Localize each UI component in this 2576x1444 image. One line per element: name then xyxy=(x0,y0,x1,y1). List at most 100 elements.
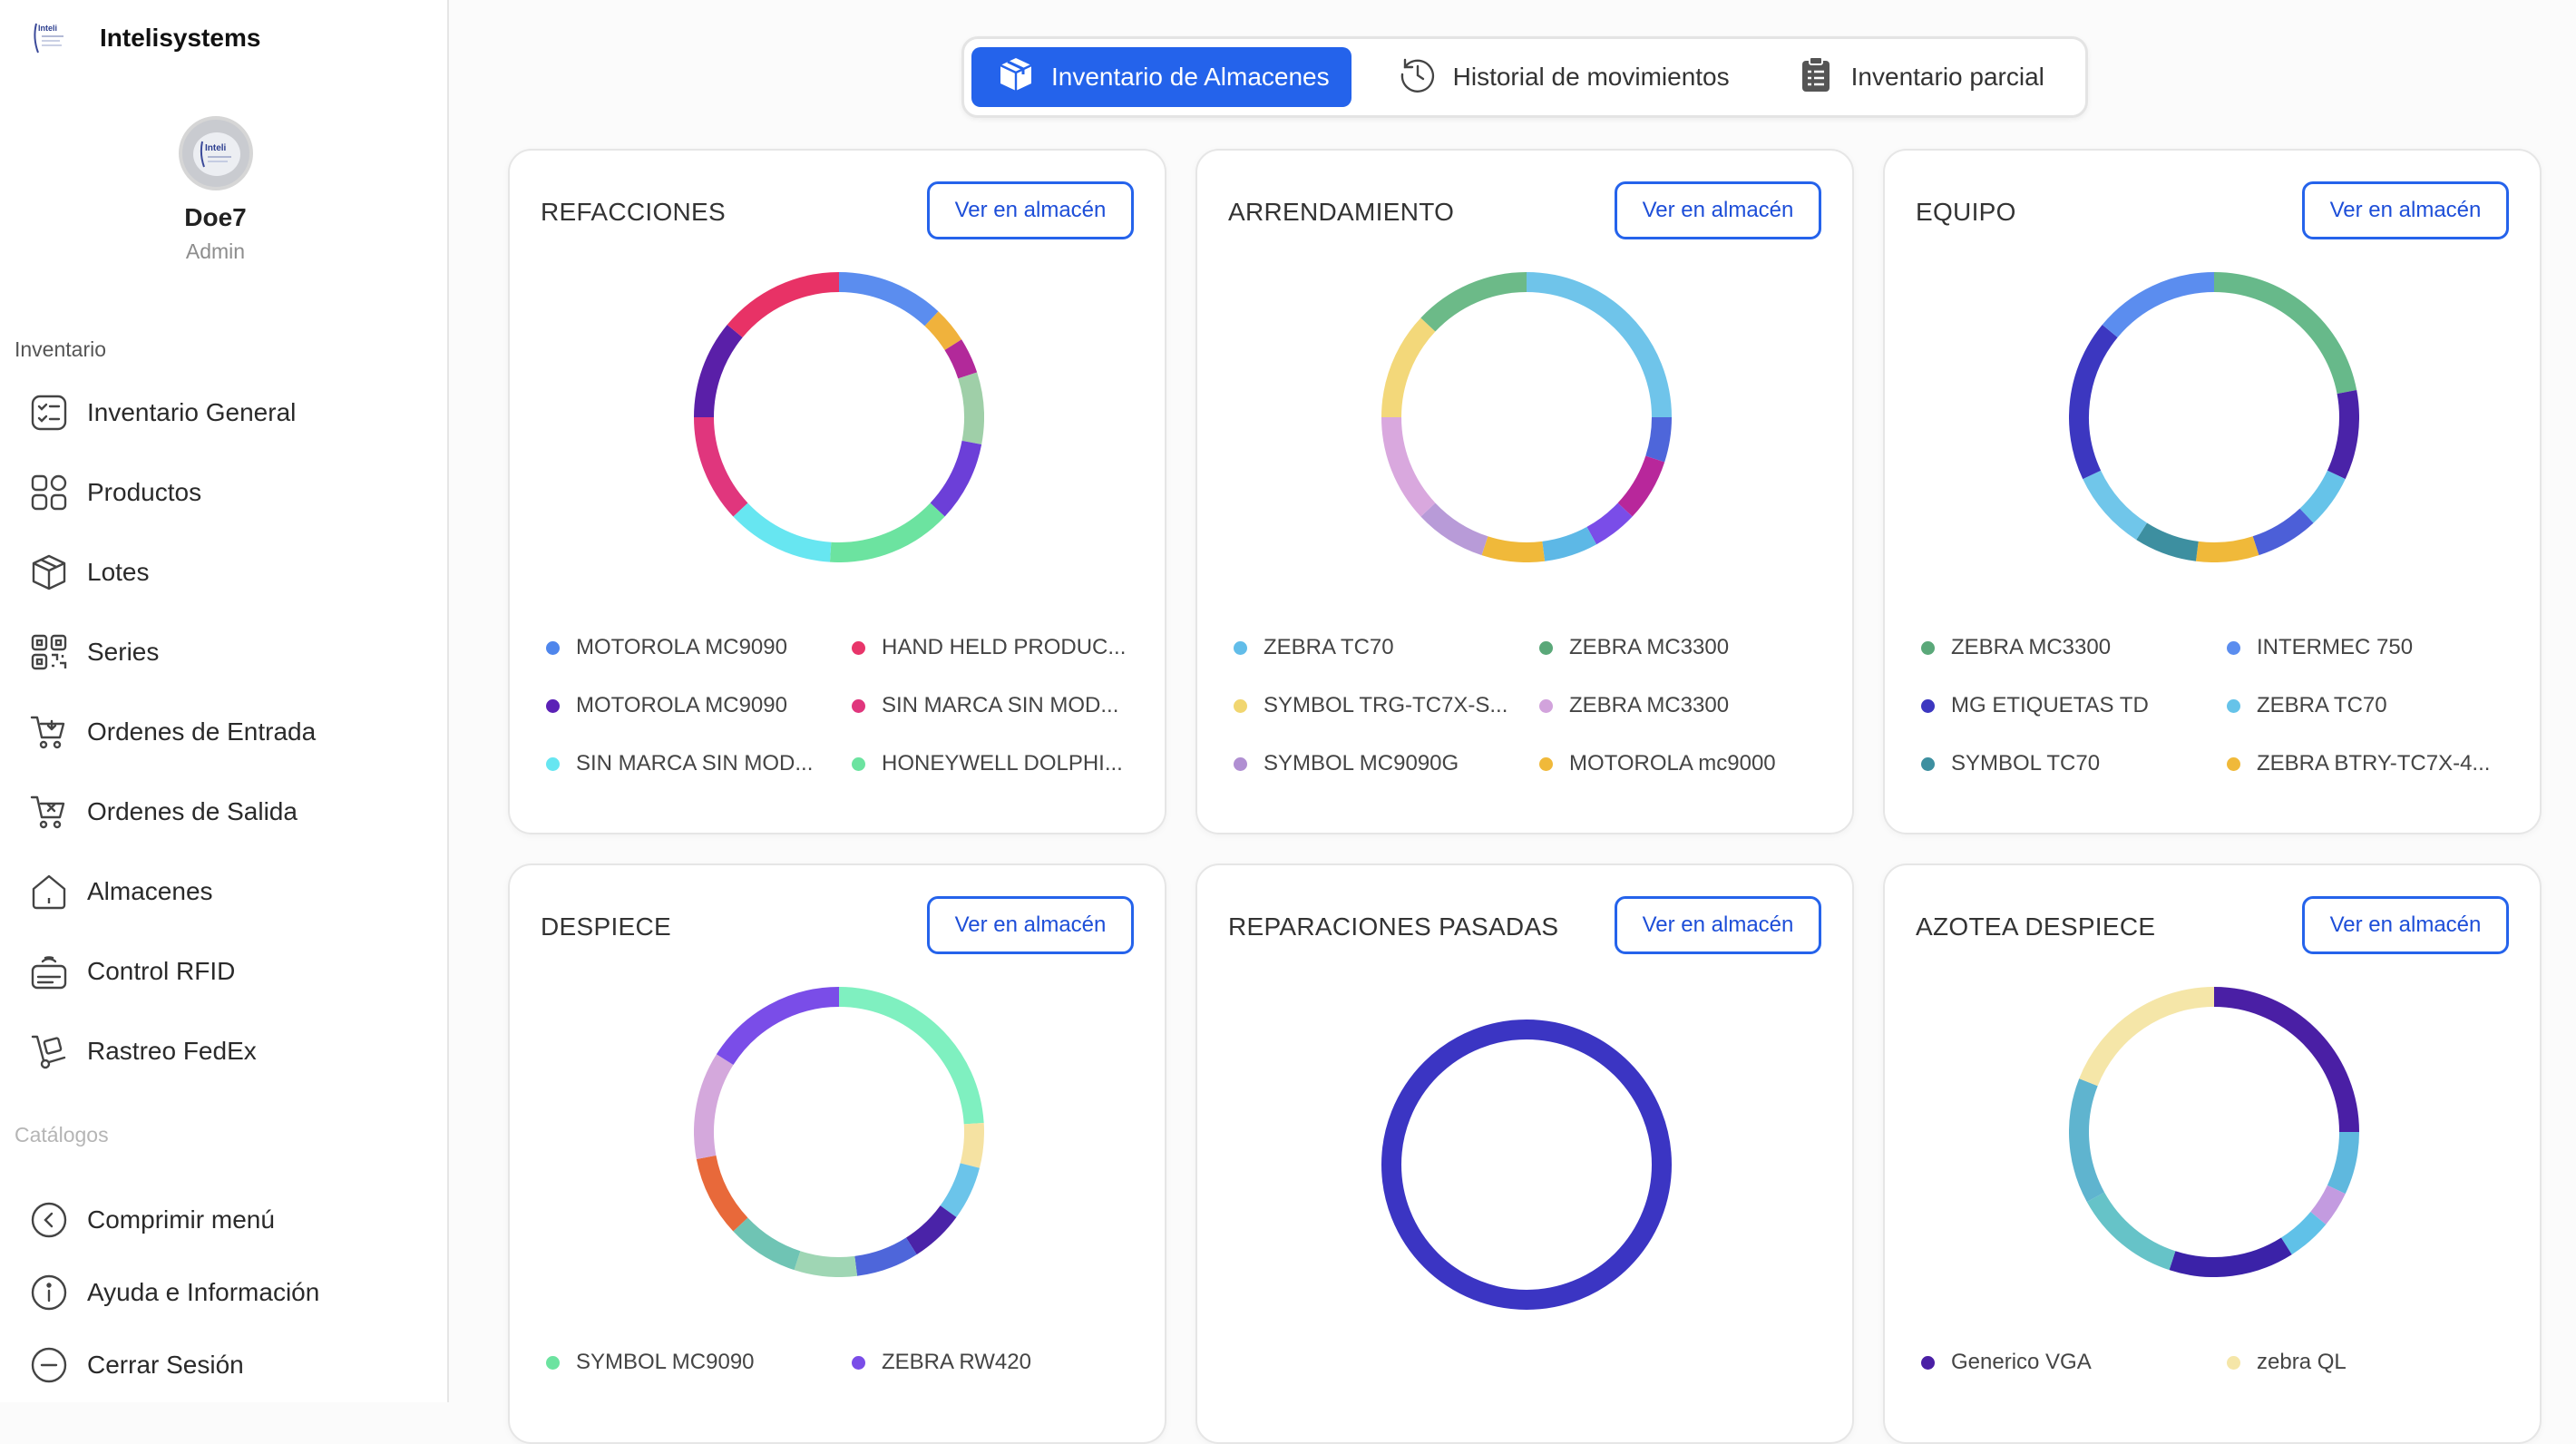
chart-slice xyxy=(960,1122,984,1168)
legend-label: INTERMEC 750 xyxy=(2257,637,2414,659)
view-in-warehouse-button[interactable]: Ver en almacén xyxy=(2302,896,2509,954)
view-in-warehouse-button[interactable]: Ver en almacén xyxy=(927,181,1134,239)
legend-label: ZEBRA MC3300 xyxy=(1951,637,2112,659)
legend-dot-icon xyxy=(546,698,560,713)
logout-button[interactable]: Cerrar Sesión xyxy=(29,1341,244,1390)
sidebar-item-ordenes-salida[interactable]: Ordenes de Salida xyxy=(29,787,298,836)
view-tabs: Inventario de Almacenes Historial de mov… xyxy=(961,36,2088,118)
card-title: REPARACIONES PASADAS xyxy=(1228,912,1559,941)
donut-chart xyxy=(2069,987,2359,1277)
user-role: Admin xyxy=(185,239,246,263)
sidebar-item-productos[interactable]: Productos xyxy=(29,468,201,517)
legend-item[interactable]: MG ETIQUETAS TD xyxy=(1921,695,2227,717)
chart-slice xyxy=(838,987,984,1125)
dolly-icon xyxy=(29,1031,69,1071)
legend-item[interactable]: INTERMEC 750 xyxy=(2227,637,2532,659)
chart-slice xyxy=(2069,1078,2105,1203)
legend-label: SIN MARCA SIN MOD... xyxy=(882,695,1119,717)
legend-item[interactable]: SIN MARCA SIN MOD... xyxy=(852,695,1157,717)
legend-label: Generico VGA xyxy=(1951,1351,2092,1373)
legend-item[interactable]: MOTOROLA mc9000 xyxy=(1539,753,1845,775)
legend-item[interactable]: SIN MARCA SIN MOD... xyxy=(546,753,852,775)
legend-item[interactable]: HAND HELD PRODUC... xyxy=(852,637,1157,659)
chart-legend: MOTOROLA MC9090 HAND HELD PRODUC... MOTORO… xyxy=(546,637,1163,775)
legend-item[interactable]: SYMBOL MC9090G xyxy=(1234,753,1539,775)
brand-logo: Inteli xyxy=(29,16,69,60)
legend-item[interactable]: HONEYWELL DOLPHI... xyxy=(852,753,1157,775)
legend-item[interactable]: ZEBRA BTRY-TC7X-4... xyxy=(2227,753,2532,775)
warehouse-card-equipo: EQUIPO Ver en almacén ZEBRA MC3300 INTERM… xyxy=(1883,149,2542,834)
legend-item[interactable]: ZEBRA RW420 xyxy=(852,1351,1157,1373)
legend-item[interactable]: SYMBOL MC9090 xyxy=(546,1351,852,1373)
tab-inventario-parcial[interactable]: Inventario parcial xyxy=(1777,47,2064,107)
tab-label: Inventario de Almacenes xyxy=(1051,63,1330,91)
collapse-menu-button[interactable]: Comprimir menú xyxy=(29,1195,275,1244)
sidebar-item-almacenes[interactable]: Almacenes xyxy=(29,867,213,916)
legend-item[interactable]: ZEBRA MC3300 xyxy=(1539,695,1845,717)
tab-inventario-almacenes[interactable]: Inventario de Almacenes xyxy=(971,47,1351,107)
sidebar-item-ordenes-entrada[interactable]: Ordenes de Entrada xyxy=(29,707,316,756)
legend-item[interactable]: zebra QL xyxy=(2227,1351,2532,1373)
legend-dot-icon xyxy=(2227,640,2240,655)
rfid-icon xyxy=(29,951,69,991)
card-title: REFACCIONES xyxy=(541,198,727,226)
legend-label: HAND HELD PRODUC... xyxy=(882,637,1127,659)
chart-slice xyxy=(794,1251,858,1277)
view-in-warehouse-button[interactable]: Ver en almacén xyxy=(1615,181,1821,239)
view-in-warehouse-button[interactable]: Ver en almacén xyxy=(927,896,1134,954)
legend-item[interactable]: ZEBRA MC3300 xyxy=(1921,637,2227,659)
sidebar-item-series[interactable]: Series xyxy=(29,628,159,677)
legend-dot-icon xyxy=(1234,698,1247,713)
legend-dot-icon xyxy=(1921,640,1935,655)
box-icon xyxy=(29,552,69,592)
legend-item[interactable]: MOTOROLA MC9090 xyxy=(546,695,852,717)
chart-slice xyxy=(924,311,962,351)
legend-label: SYMBOL TRG-TC7X-S... xyxy=(1264,695,1508,717)
sidebar-item-control-rfid[interactable]: Control RFID xyxy=(29,947,235,996)
sidebar-item-lotes[interactable]: Lotes xyxy=(29,548,150,597)
tab-historial-movimientos[interactable]: Historial de movimientos xyxy=(1379,47,1750,107)
legend-dot-icon xyxy=(852,756,865,771)
brand[interactable]: Inteli Intelisystems xyxy=(29,16,260,60)
chart-slice xyxy=(905,1205,957,1255)
sidebar: Inteli Intelisystems Inteli Doe7 Admin I… xyxy=(0,0,449,1402)
sidebar-item-label: Productos xyxy=(87,478,202,506)
view-in-warehouse-button[interactable]: Ver en almacén xyxy=(2302,181,2509,239)
legend-dot-icon xyxy=(1539,640,1553,655)
sidebar-item-rastreo-fedex[interactable]: Rastreo FedEx xyxy=(29,1027,257,1076)
chart-slice xyxy=(694,325,743,418)
chart-slice xyxy=(940,1163,980,1218)
view-in-warehouse-button[interactable]: Ver en almacén xyxy=(1615,896,1821,954)
help-info-label: Ayuda e Información xyxy=(87,1278,320,1306)
sidebar-item-inventario-general[interactable]: Inventario General xyxy=(29,388,296,437)
legend-item[interactable]: SYMBOL TC70 xyxy=(1921,753,2227,775)
chart-slice xyxy=(696,1155,748,1232)
legend-label: ZEBRA MC3300 xyxy=(1569,637,1730,659)
chart-slice xyxy=(930,440,982,517)
legend-item[interactable]: ZEBRA MC3300 xyxy=(1539,637,1845,659)
chart-slice xyxy=(716,987,840,1066)
section-label-catalogos: Catálogos xyxy=(15,1123,109,1146)
help-info-button[interactable]: Ayuda e Información xyxy=(29,1268,319,1317)
legend-item[interactable]: ZEBRA TC70 xyxy=(1234,637,1539,659)
legend-dot-icon xyxy=(1921,756,1935,771)
legend-label: ZEBRA BTRY-TC7X-4... xyxy=(2257,753,2491,775)
sidebar-item-label: Lotes xyxy=(87,558,150,586)
chart-slice xyxy=(733,502,832,562)
legend-label: MOTOROLA MC9090 xyxy=(576,637,787,659)
avatar[interactable]: Inteli xyxy=(178,116,253,190)
home-icon xyxy=(29,872,69,912)
legend-dot-icon xyxy=(1539,756,1553,771)
legend-label: ZEBRA RW420 xyxy=(882,1351,1031,1373)
chart-slice xyxy=(2327,390,2359,480)
main-content: Inventario de Almacenes Historial de mov… xyxy=(451,0,2576,1444)
legend-dot-icon xyxy=(1539,698,1553,713)
legend-item[interactable]: Generico VGA xyxy=(1921,1351,2227,1373)
legend-item[interactable]: MOTOROLA MC9090 xyxy=(546,637,852,659)
legend-item[interactable]: ZEBRA TC70 xyxy=(2227,695,2532,717)
legend-dot-icon xyxy=(546,756,560,771)
legend-item[interactable]: SYMBOL TRG-TC7X-S... xyxy=(1234,695,1539,717)
chart-slice xyxy=(733,1217,801,1271)
warehouse-card-azotea-despiece: AZOTEA DESPIECE Ver en almacén Generico … xyxy=(1883,863,2542,1444)
chart-slice xyxy=(2086,1192,2176,1271)
